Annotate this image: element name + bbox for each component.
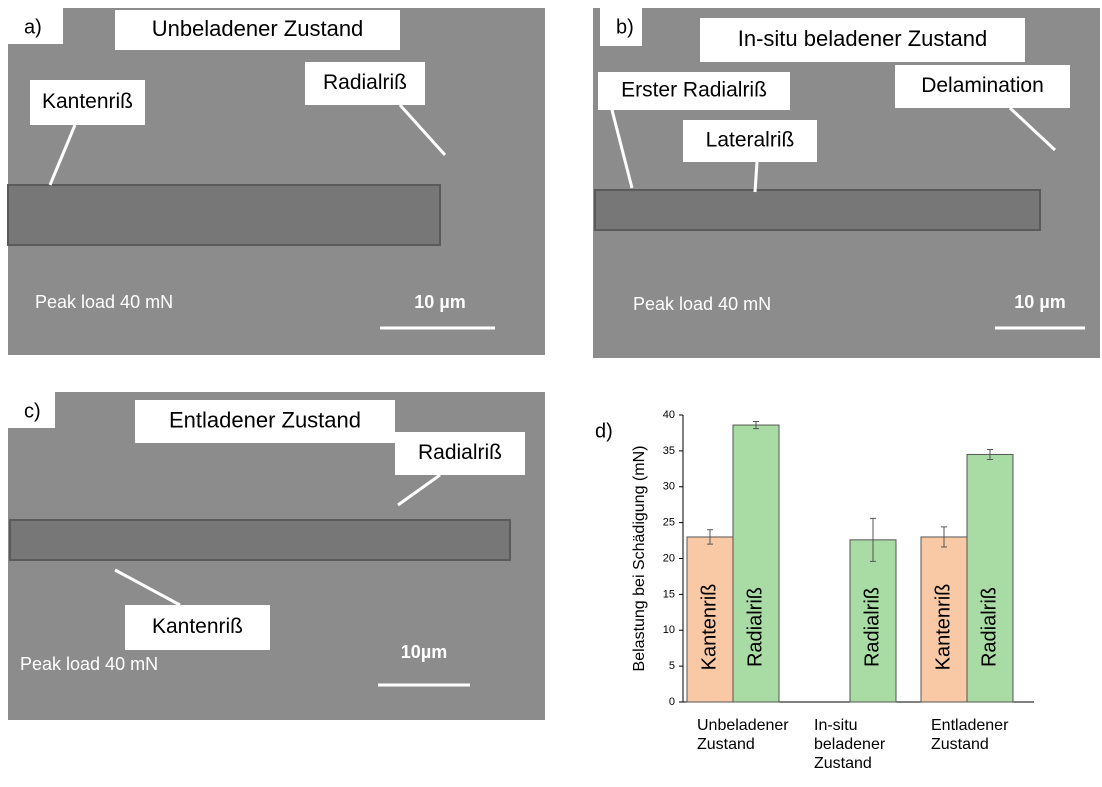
bar-label: Radialriß: [861, 587, 883, 667]
scale-label: 10 µm: [1014, 292, 1065, 312]
y-tick-label: 15: [663, 588, 675, 600]
callout: Kantenriß: [152, 615, 243, 638]
bar-label: Kantenriß: [698, 584, 720, 671]
panel-label: a): [24, 16, 42, 38]
callout: Kantenriß: [42, 90, 133, 113]
y-tick-label: 30: [663, 481, 675, 493]
callout: Radialriß: [418, 441, 502, 464]
chart-label: d): [595, 420, 613, 442]
scale-label: 10µm: [401, 642, 447, 662]
x-tick-label: Unbeladener Zustand: [697, 716, 792, 754]
y-tick-label: 10: [663, 624, 675, 636]
indent-groove: [595, 190, 1040, 230]
load-note: Peak load 40 mN: [633, 294, 771, 314]
x-tick-label: Entladener Zustand: [931, 716, 1026, 754]
scale-label: 10 µm: [414, 292, 465, 312]
x-tick-label: In-situ beladener Zustand: [814, 716, 876, 773]
load-note: Peak load 40 mN: [20, 654, 158, 674]
figure: a) Unbeladener Zustand Kantenriß Radialriß P…: [0, 0, 1102, 787]
callout: Radialriß: [323, 71, 407, 94]
figure-canvas: a) Unbeladener Zustand Kantenriß Radialriß P…: [0, 0, 1102, 787]
load-note: Peak load 40 mN: [35, 292, 173, 312]
bar-label: Radialriß: [744, 587, 766, 667]
callout: Delamination: [921, 74, 1044, 97]
panel-label: b): [616, 16, 634, 38]
bar-label: Kantenriß: [932, 584, 954, 671]
callout: Erster Radialriß: [621, 79, 767, 102]
bar-label: Radialriß: [978, 587, 1000, 667]
y-tick-label: 35: [663, 445, 675, 457]
y-tick-label: 20: [663, 552, 675, 564]
y-axis-title: Belastung bei Schädigung (mN): [631, 446, 648, 672]
arrow: [755, 162, 757, 192]
callout: Lateralriß: [706, 129, 795, 152]
y-tick-label: 5: [669, 660, 675, 672]
indent-groove: [10, 520, 510, 560]
panel-title: Unbeladener Zustand: [152, 16, 364, 41]
y-tick-label: 40: [663, 409, 675, 421]
y-tick-label: 25: [663, 517, 675, 529]
indent-groove: [8, 185, 440, 245]
panel-title: In-situ beladener Zustand: [738, 26, 988, 51]
panel-title: Entladener Zustand: [169, 407, 361, 432]
y-tick-label: 0: [669, 696, 675, 708]
panel-label: c): [24, 400, 41, 422]
